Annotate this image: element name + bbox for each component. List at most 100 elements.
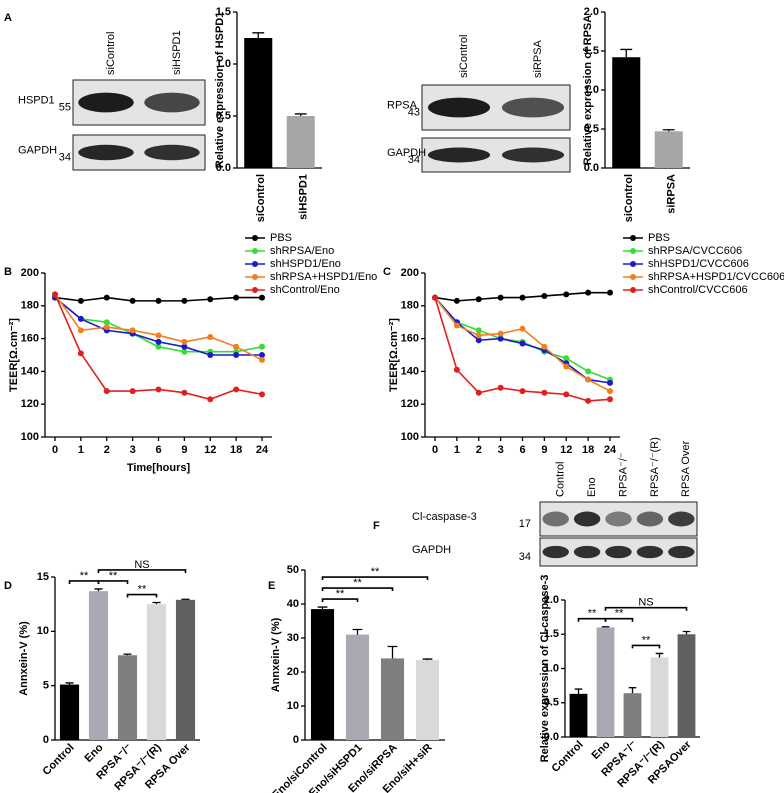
series-marker — [129, 297, 136, 304]
series-marker — [155, 297, 162, 304]
series-marker — [103, 319, 110, 326]
blot-band — [78, 92, 134, 113]
blot-band — [427, 97, 491, 118]
x-tick-label: Eno — [589, 738, 612, 761]
x-tick-label: siHSPD1 — [298, 174, 310, 220]
y-tick-label: 1.5 — [216, 6, 231, 18]
legend-marker — [252, 287, 258, 293]
significance-bracket — [604, 617, 634, 622]
series-marker — [207, 296, 214, 303]
x-tick-label: 24 — [604, 444, 617, 456]
legend-label: shHSPD1/CVCC606 — [648, 258, 749, 270]
series-marker — [207, 396, 214, 403]
significance-label: ** — [353, 577, 362, 589]
series-marker — [259, 294, 265, 301]
error-bar — [422, 658, 433, 661]
blot-row-label: RPSA — [387, 99, 418, 111]
significance-label: ** — [138, 583, 147, 595]
series-marker — [52, 291, 58, 298]
x-tick-label: 12 — [560, 444, 572, 456]
lane-label: RPSA⁻/⁻(R) — [649, 437, 661, 497]
legend-marker — [252, 235, 258, 241]
significance-label: ** — [80, 570, 89, 582]
blot-band — [668, 511, 695, 527]
series-marker — [519, 325, 526, 332]
legend-marker — [630, 248, 636, 254]
series-marker — [497, 294, 504, 301]
x-tick-label: 24 — [256, 444, 269, 456]
legend-label: shControl/Eno — [270, 284, 340, 296]
panel-label: F — [373, 520, 380, 532]
blot-size-label: 34 — [59, 151, 71, 163]
x-tick-label: 2 — [476, 444, 482, 456]
y-tick-label: 5 — [43, 680, 49, 692]
series-marker — [77, 297, 84, 304]
significance-label: NS — [638, 597, 653, 609]
blot-band — [668, 545, 695, 559]
x-tick-label: 18 — [230, 444, 242, 456]
blot-band — [573, 545, 601, 559]
series-marker — [233, 343, 240, 350]
series-marker — [585, 397, 592, 404]
x-tick-label: 9 — [541, 444, 547, 456]
y-tick-label: 0.5 — [544, 697, 559, 709]
x-tick-label: 12 — [204, 444, 216, 456]
error-bar — [252, 32, 265, 38]
x-tick-label: 1 — [454, 444, 460, 456]
panel-label: C — [383, 266, 391, 278]
series-marker — [541, 292, 548, 299]
x-tick-label: Eno — [82, 741, 105, 764]
legend-marker — [630, 274, 636, 280]
x-tick-label: 6 — [155, 444, 161, 456]
series-marker — [259, 391, 265, 398]
blot-band — [78, 144, 134, 161]
bar — [650, 657, 669, 737]
series-marker — [77, 350, 84, 357]
y-tick-label: 1.0 — [584, 84, 599, 96]
bar — [345, 634, 370, 740]
x-tick-label: 2 — [104, 444, 110, 456]
blot-size-label: 17 — [519, 518, 531, 530]
error-bar — [181, 598, 190, 600]
series-marker — [563, 363, 570, 370]
significance-label: ** — [109, 570, 118, 582]
series-marker — [563, 355, 570, 362]
y-tick-label: 140 — [401, 365, 419, 377]
y-axis-label: Annxein-V (%) — [270, 617, 282, 692]
legend-label: PBS — [648, 232, 670, 244]
series-marker — [475, 296, 482, 303]
series-marker — [453, 297, 460, 304]
series-marker — [233, 386, 240, 393]
blot-band — [605, 511, 632, 527]
legend-label: shRPSA/CVCC606 — [648, 245, 742, 257]
series-marker — [475, 389, 482, 396]
x-tick-label: siControl — [623, 174, 635, 222]
significance-label: ** — [371, 566, 380, 578]
error-bar — [655, 652, 664, 658]
series-line — [54, 293, 263, 361]
y-tick-label: 0.0 — [544, 731, 559, 743]
bar — [310, 609, 335, 740]
series-marker — [585, 368, 592, 375]
y-axis-label: Relative expression of RPSA — [582, 15, 594, 165]
legend-label: PBS — [270, 232, 292, 244]
blot-band — [501, 97, 565, 118]
bar — [175, 599, 196, 740]
legend-label: shHSPD1/Eno — [270, 258, 341, 270]
y-tick-label: 1.0 — [216, 58, 231, 70]
series-marker — [519, 388, 526, 395]
y-axis-label: Relative expression of Cl-caspase-3 — [539, 575, 551, 763]
bar — [596, 627, 615, 737]
y-tick-label: 200 — [21, 267, 39, 279]
series-marker — [103, 294, 110, 301]
bar — [569, 693, 588, 737]
y-tick-label: 10 — [37, 625, 49, 637]
y-tick-label: 120 — [401, 398, 419, 410]
y-axis-label: Annxein-V (%) — [18, 621, 30, 696]
series-marker — [497, 384, 504, 391]
blot-size-label: 34 — [519, 551, 531, 563]
bar — [88, 591, 109, 740]
error-bar — [387, 645, 398, 659]
